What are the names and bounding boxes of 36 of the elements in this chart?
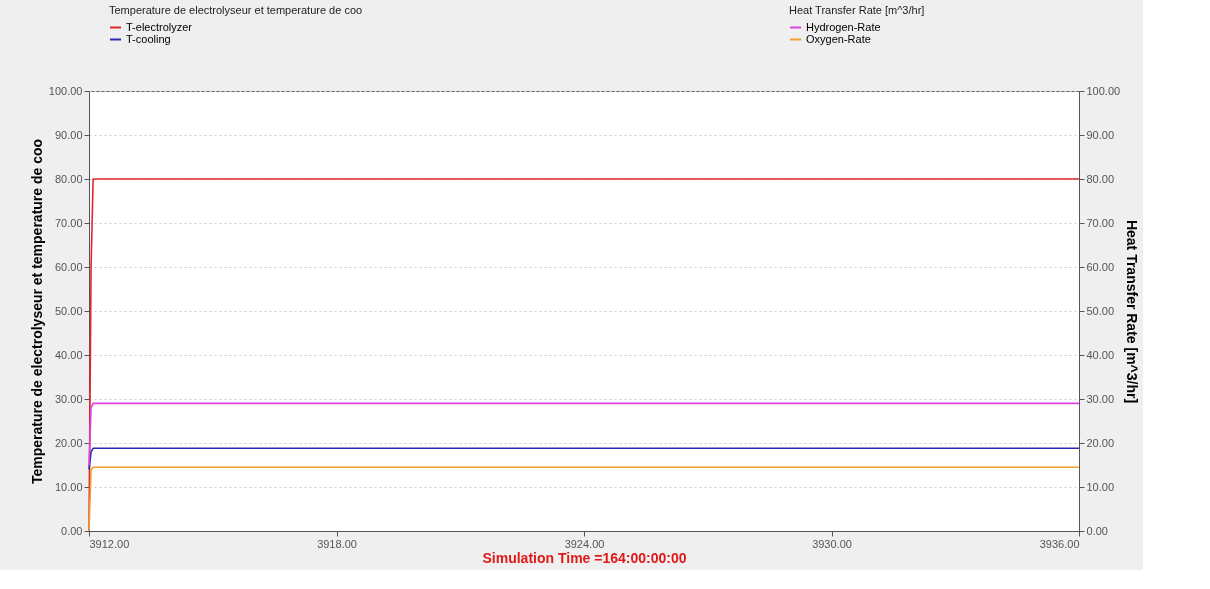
y2-tick-label: 50.00: [1086, 304, 1115, 317]
y-tick-label: 50.00: [54, 304, 83, 317]
y2-tick-label: 40.00: [1086, 348, 1115, 361]
legend-label: T-electrolyzer: [126, 20, 193, 33]
x-tick-label: 3936.00: [1039, 537, 1080, 550]
x-tick-label: 3924.00: [564, 537, 605, 550]
y2-tick-label: 80.00: [1086, 172, 1115, 185]
y-tick-label: 60.00: [54, 260, 83, 273]
x-tick-label: 3918.00: [317, 537, 357, 550]
y-tick-label: 90.00: [54, 128, 83, 141]
y-tick-label: 70.00: [54, 216, 83, 229]
x-tick-label: 3912.00: [89, 537, 130, 550]
legend-label: T-cooling: [126, 32, 171, 45]
y-axis-title: Temperature de electrolyseur et temperature de coo: [28, 138, 45, 485]
y2-tick-label: 90.00: [1086, 128, 1115, 141]
y-tick-label: 40.00: [54, 348, 83, 361]
y2-tick-label: 70.00: [1086, 216, 1115, 229]
y2-tick-label: 0.00: [1086, 524, 1108, 537]
legend-label: Oxygen-Rate: [806, 32, 871, 45]
y2-tick-label: 60.00: [1086, 260, 1115, 273]
y2-tick-label: 100.00: [1086, 84, 1121, 97]
x-tick-label: 3930.00: [812, 537, 852, 550]
text: Temperature de electrolyseur et temperature de coo: [109, 4, 363, 16]
y-tick-label: 20.00: [54, 436, 83, 449]
y2-tick-label: 20.00: [1086, 436, 1115, 449]
y-tick-label: 0.00: [61, 524, 83, 537]
x-axis-title: Simulation Time =164:00:00:00: [482, 549, 687, 566]
y-tick-label: 100.00: [48, 84, 83, 97]
y2-axis-title: Heat Transfer Rate [m^3/hr]: [1124, 219, 1141, 404]
y2-tick-label: 30.00: [1086, 392, 1115, 405]
legend-label: Hydrogen-Rate: [806, 20, 881, 33]
y-tick-label: 30.00: [54, 392, 83, 405]
y-tick-label: 80.00: [54, 172, 83, 185]
y2-tick-label: 10.00: [1086, 480, 1115, 493]
y-tick-label: 10.00: [54, 480, 83, 493]
text: Heat Transfer Rate [m^3/hr]: [789, 4, 925, 16]
